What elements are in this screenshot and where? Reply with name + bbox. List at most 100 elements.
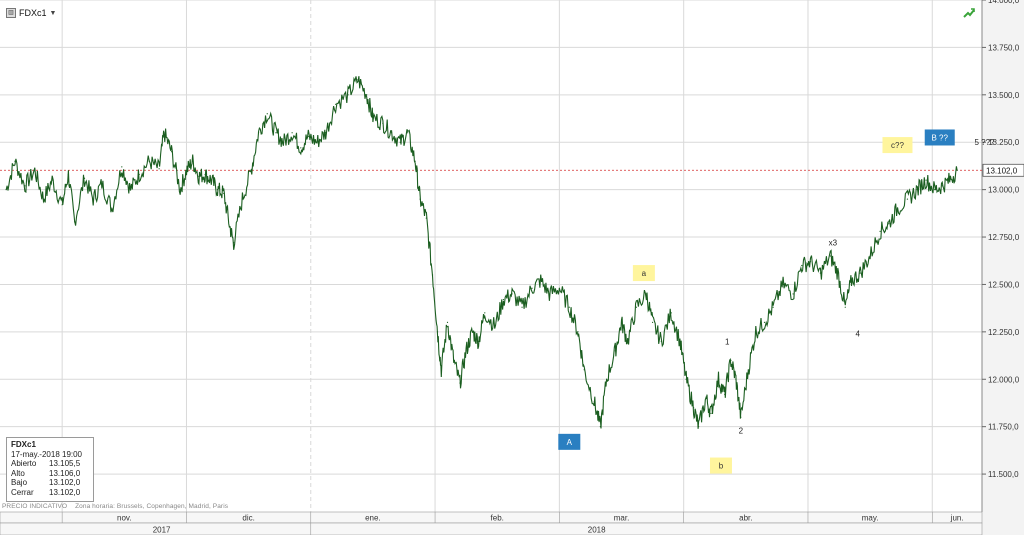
price-point xyxy=(568,306,570,308)
price-point xyxy=(83,177,86,179)
price-point xyxy=(5,189,7,191)
price-point xyxy=(645,293,647,295)
price-point xyxy=(697,426,700,428)
price-point xyxy=(471,331,473,333)
infobox-date: 17-may.-2018 19:00 xyxy=(11,450,83,459)
wave-count-label: 5 ??? xyxy=(974,138,995,147)
infobox-key: Bajo xyxy=(11,478,28,487)
price-point xyxy=(185,170,188,172)
price-point xyxy=(577,331,579,333)
price-point xyxy=(850,280,853,282)
price-point xyxy=(685,378,687,380)
y-tick-label: 12.750,0 xyxy=(988,233,1020,242)
price-point xyxy=(792,293,794,295)
price-point xyxy=(179,189,181,191)
wave-count-label: 2 xyxy=(739,426,744,435)
price-point xyxy=(635,306,638,308)
price-point xyxy=(747,369,749,371)
price-point xyxy=(233,242,235,244)
wave-label: A xyxy=(567,438,573,447)
x-tick-label: may. xyxy=(862,514,879,523)
price-point xyxy=(453,359,455,361)
price-point xyxy=(357,79,359,81)
x-tick-label: jun. xyxy=(950,514,964,523)
x-tick-label: ene. xyxy=(365,514,381,523)
last-price-label: 13.102,0 xyxy=(986,166,1018,175)
price-point xyxy=(755,331,757,333)
price-point xyxy=(956,169,958,171)
wave-label-box xyxy=(924,129,955,146)
price-point xyxy=(407,132,409,134)
price-point xyxy=(138,173,140,176)
infobox-value: 13.102,0 xyxy=(49,487,81,497)
symbol-selector[interactable]: ▥ FDXc1 ▼ xyxy=(6,5,56,21)
price-point xyxy=(627,340,629,342)
price-point xyxy=(651,321,654,323)
price-point xyxy=(484,312,486,314)
y-axis-panel xyxy=(982,0,1024,535)
ohlc-infobox: FDXc1 17-may.-2018 19:00 Abierto 13.105,5… xyxy=(6,437,94,502)
price-point xyxy=(431,274,434,276)
price-point xyxy=(717,378,720,380)
price-point xyxy=(710,412,712,414)
price-point xyxy=(257,132,260,134)
wave-count-label: 4 xyxy=(855,330,860,339)
price-point xyxy=(782,283,784,286)
price-source-label: PRECIO INDICATIVO xyxy=(2,503,68,510)
timezone-label: Zona horaria: Brussels, Copenhagen, Madr… xyxy=(75,503,229,510)
wave-label-box xyxy=(632,265,655,282)
wave-label-box xyxy=(882,137,913,154)
price-point xyxy=(316,141,318,143)
price-point xyxy=(291,132,293,134)
x-year-label: 2018 xyxy=(588,526,606,535)
price-point xyxy=(494,325,496,327)
price-point xyxy=(419,198,421,200)
price-point xyxy=(558,287,560,289)
y-tick-label: 13.250,0 xyxy=(988,138,1020,147)
price-point xyxy=(593,401,595,403)
wave-label: B ?? xyxy=(932,133,949,142)
price-point xyxy=(614,350,616,352)
price-point xyxy=(730,359,732,361)
trend-arrow-icon[interactable] xyxy=(963,7,975,19)
price-point xyxy=(399,141,401,143)
price-point xyxy=(705,397,707,399)
price-point xyxy=(459,382,461,384)
infobox-row: Bajo 13.102,0 xyxy=(11,478,89,488)
price-point xyxy=(347,94,349,96)
y-tick-label: 11.500,0 xyxy=(988,470,1019,479)
infobox-value: 13.106,0 xyxy=(49,468,81,478)
price-point xyxy=(583,369,585,371)
price-point xyxy=(42,198,45,200)
wave-label-box xyxy=(709,457,732,474)
instrument-icon: ▥ xyxy=(6,8,16,18)
x-tick-label: abr. xyxy=(739,514,752,523)
price-point xyxy=(390,132,393,134)
price-point xyxy=(693,407,695,409)
price-point xyxy=(204,173,206,176)
price-point xyxy=(14,160,16,162)
x-year-label: 2017 xyxy=(153,526,171,535)
y-tick-label: 14.000,0 xyxy=(988,0,1020,5)
price-point xyxy=(599,426,601,428)
price-point xyxy=(606,378,608,380)
price-point xyxy=(216,189,219,191)
price-point xyxy=(879,230,881,232)
wave-label: a xyxy=(642,269,647,278)
x-tick-label: dic. xyxy=(242,514,254,523)
price-point xyxy=(192,160,194,162)
price-point xyxy=(763,321,766,323)
price-point xyxy=(223,192,225,195)
price-point xyxy=(859,272,861,274)
price-point xyxy=(941,185,943,187)
price-point xyxy=(934,189,936,191)
price-point xyxy=(440,369,442,371)
infobox-title: FDXc1 xyxy=(11,440,36,449)
price-point xyxy=(414,160,416,162)
symbol-name: FDXc1 xyxy=(19,8,47,18)
infobox-row: Cerrar 13.102,0 xyxy=(11,488,89,498)
price-point xyxy=(829,255,831,257)
price-point xyxy=(73,221,76,223)
price-point xyxy=(620,321,623,323)
